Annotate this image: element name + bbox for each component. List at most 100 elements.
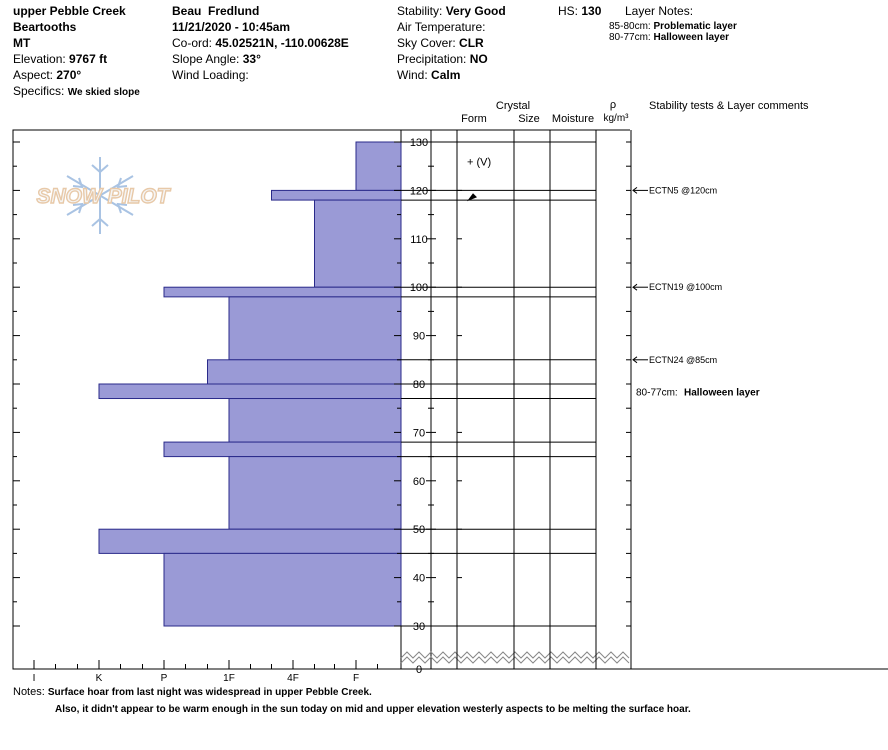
hardness-bar (314, 199, 402, 288)
snowpilot-logo: SNOW PILOT (36, 157, 172, 234)
specifics-row: Specifics: We skied slope (13, 83, 140, 101)
hardness-bar (98, 528, 402, 554)
crystal-table (401, 129, 888, 670)
wind-value: Calm (431, 68, 461, 82)
layer-note-text: Problematic layer (653, 21, 737, 32)
layer-note-range: 85-80cm: (609, 21, 651, 32)
specifics-label: Specifics: (13, 84, 65, 98)
test-label: ECTN19 @100cm (649, 282, 722, 292)
slope-label: Slope Angle: (172, 52, 240, 66)
precip-value: NO (469, 52, 488, 66)
hardness-bar (228, 296, 402, 361)
height-tick-label: 40 (413, 573, 425, 585)
axis-break (400, 651, 630, 664)
hardness-tick-label: P (161, 673, 168, 684)
note-line: Also, it didn't appear to be warm enough… (55, 704, 691, 715)
hardness-tick-label: 4F (287, 673, 299, 684)
sky-value: CLR (459, 36, 484, 50)
observation-datetime: 11/21/2020 - 10:45am (172, 20, 291, 34)
size-header: Size (518, 113, 539, 125)
height-tick-label: 100 (410, 282, 428, 294)
aspect-value: 270° (56, 68, 82, 82)
hardness-bar (207, 359, 402, 385)
layer-comment-text: Halloween layer (684, 387, 760, 398)
test-label: ECTN5 @120cm (649, 185, 717, 195)
stability-tests: ECTN5 @120cm ECTN19 @100cm ECTN24 @85cm 80-… (632, 185, 760, 398)
axis-break-line (400, 656, 630, 664)
elevation-label: Elevation: (13, 52, 66, 66)
axis-break-line (400, 651, 630, 659)
height-tick-label: 70 (413, 427, 425, 439)
stability-value: Very Good (445, 4, 506, 18)
wind-loading-label: Wind Loading: (172, 68, 249, 82)
height-tick-label: 120 (410, 185, 428, 197)
density-unit: kg/m³ (604, 113, 630, 124)
hardness-bar (98, 383, 402, 400)
layer-lines (401, 141, 596, 627)
height-tick-label: 110 (410, 234, 428, 246)
hardness-bar (228, 398, 402, 443)
elevation-row: Elevation: 9767 ft (13, 51, 107, 67)
hs-row: HS: 130 (558, 3, 601, 19)
hardness-bar (271, 189, 402, 201)
height-tick-label: 50 (413, 524, 425, 536)
note-line: Surface hoar from last night was widespr… (47, 687, 372, 698)
test-arrow (632, 283, 638, 291)
precip-label: Precipitation: (397, 52, 467, 66)
specifics-value: We skied slope (67, 87, 140, 98)
slope-value: 33° (242, 52, 261, 66)
density-ticks (626, 141, 631, 627)
test-arrow (632, 186, 638, 194)
location-name: upper Pebble Creek (13, 4, 126, 18)
layer-note-text: Halloween layer (653, 32, 730, 43)
height-tick-label: 0 (416, 664, 422, 676)
layer-comment-range: 80-77cm: (636, 387, 678, 398)
coord-row: Co-ord: 45.02521N, -110.00628E (172, 35, 349, 51)
height-tick-label: 30 (413, 621, 425, 633)
hardness-tick-label: 1F (223, 673, 235, 684)
height-tick-label: 130 (410, 137, 428, 149)
precip-row: Precipitation: NO (397, 51, 488, 67)
moisture-header: Moisture (552, 113, 594, 125)
air-temp-label: Air Temperature: (397, 20, 486, 34)
hardness-axis: I K P 1F 4F F (33, 660, 378, 684)
aspect-label: Aspect: (13, 68, 54, 82)
logo-text: SNOW PILOT (37, 185, 172, 208)
density-symbol: ρ (610, 99, 616, 111)
form-header: Form (461, 113, 487, 125)
state-name: MT (13, 36, 31, 50)
wind-row: Wind: Calm (397, 67, 460, 83)
elevation-value: 9767 ft (69, 52, 108, 66)
coord-value: 45.02521N, -110.00628E (215, 36, 349, 50)
aspect-row: Aspect: 270° (13, 67, 81, 83)
layer-note-1: 85-80cm: Problematic layer (609, 21, 737, 32)
crystal-forms: + (V) (467, 156, 491, 202)
test-arrow (632, 356, 638, 364)
snowflake-icon (66, 157, 134, 234)
hardness-tick-label: F (353, 673, 359, 684)
notes-section: Notes: Surface hoar from last night was … (13, 684, 691, 718)
hardness-tick-label: K (96, 673, 103, 684)
wind-label: Wind: (397, 68, 428, 82)
hardness-bar (228, 456, 402, 530)
crystal-form-symbol: + (V) (467, 156, 491, 168)
test-label: ECTN24 @85cm (649, 355, 717, 365)
crystal-header: Crystal (496, 100, 530, 112)
height-tick-label: 90 (413, 331, 425, 343)
comments-header: Stability tests & Layer comments (649, 100, 809, 112)
coord-label: Co-ord: (172, 36, 213, 50)
range-name: Beartooths (13, 20, 77, 34)
height-tick-label: 80 (413, 379, 425, 391)
hardness-bar (163, 552, 402, 627)
hs-value: 130 (581, 4, 602, 18)
surface-hoar-symbol (467, 193, 477, 202)
hardness-bar (355, 141, 402, 191)
stability-label: Stability: (397, 4, 443, 18)
layer-note-range: 80-77cm: (609, 32, 651, 43)
observer-name: Beau Fredlund (172, 4, 260, 18)
notes-label: Notes: (13, 686, 45, 698)
layer-note-2: 80-77cm: Halloween layer (609, 32, 729, 43)
layer-notes-label: Layer Notes: (625, 4, 694, 18)
stability-row: Stability: Very Good (397, 3, 506, 19)
hardness-bar (163, 286, 402, 298)
